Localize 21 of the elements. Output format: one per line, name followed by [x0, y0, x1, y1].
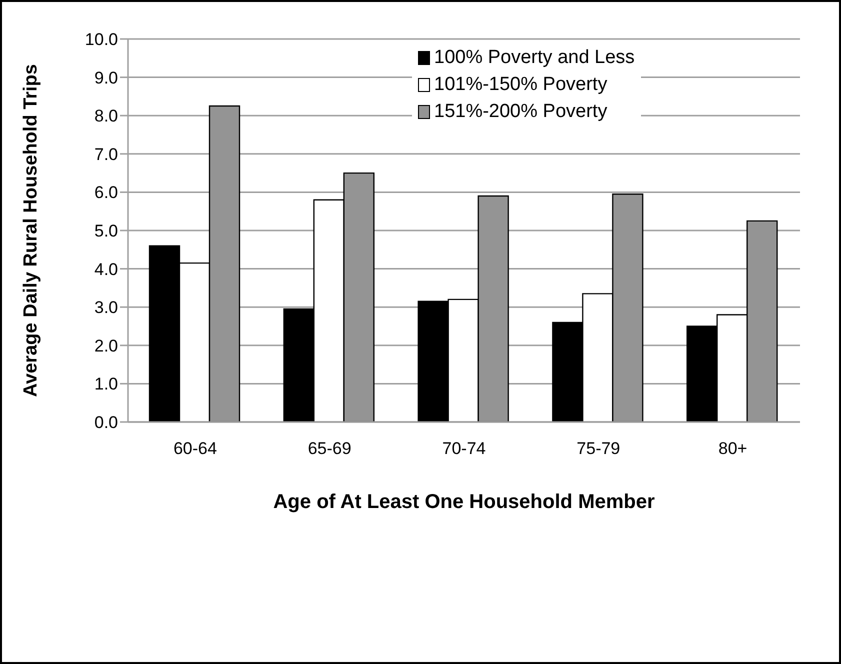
x-tick-label: 70-74: [442, 439, 486, 458]
x-axis-title: Age of At Least One Household Member: [273, 491, 655, 513]
y-tick-label: 9.0: [94, 68, 118, 88]
legend-label: 100% Poverty and Less: [434, 46, 635, 68]
x-tick-label: 65-69: [308, 439, 352, 458]
y-axis-title: Average Daily Rural Household Trips: [20, 64, 42, 397]
y-tick-label: 0.0: [94, 413, 118, 432]
x-tick-label: 80+: [718, 439, 748, 458]
x-tick-label: 75-79: [576, 439, 620, 458]
y-tick-label: 2.0: [94, 336, 118, 356]
y-tick-label: 1.0: [94, 374, 118, 394]
x-tick-label: 60-64: [173, 439, 217, 458]
y-tick-label: 8.0: [94, 106, 118, 126]
y-tick-label: 7.0: [94, 144, 118, 164]
y-tick-label: 5.0: [94, 222, 118, 241]
legend-label: 101%-150% Poverty: [434, 74, 608, 96]
y-tick-label: 4.0: [94, 260, 118, 279]
y-tick-label: 10.0: [84, 30, 118, 50]
y-tick-label: 6.0: [94, 183, 118, 202]
y-tick-label: 3.0: [94, 298, 118, 318]
legend-label: 151%-200% Poverty: [434, 100, 608, 122]
